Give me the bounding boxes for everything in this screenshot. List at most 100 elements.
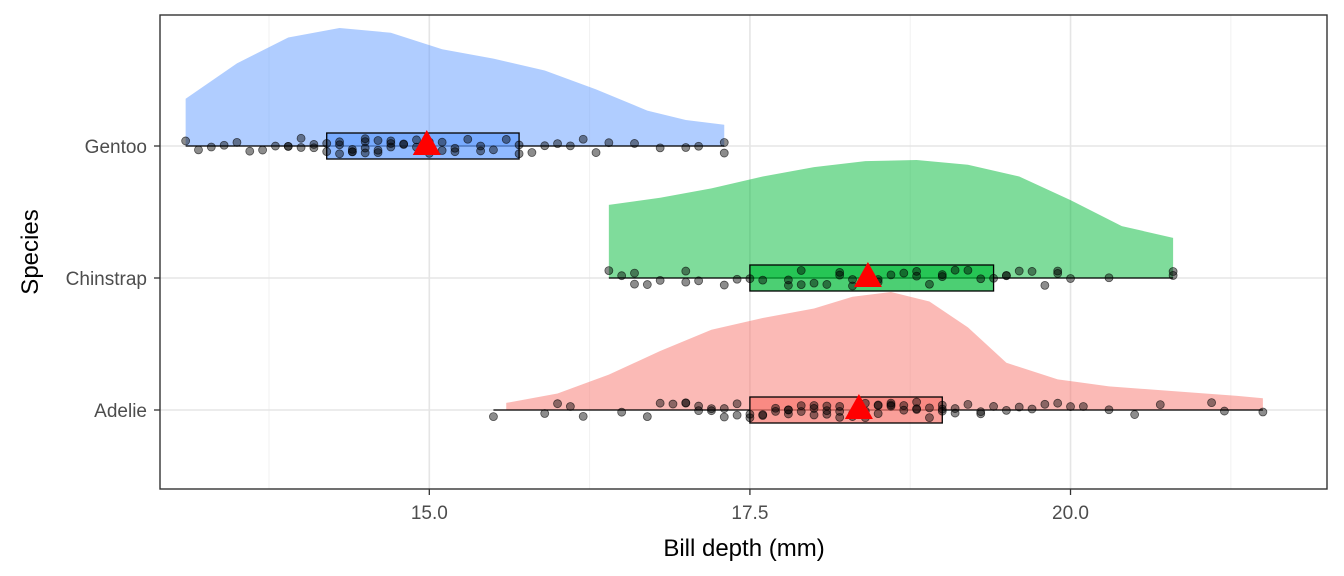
data-point xyxy=(591,148,601,157)
series-chinstrap xyxy=(604,160,1178,292)
data-point xyxy=(886,270,896,280)
data-point xyxy=(707,404,716,414)
data-point xyxy=(373,148,383,157)
data-point xyxy=(989,273,998,283)
data-point xyxy=(630,139,639,148)
data-point xyxy=(296,143,306,152)
panel-border xyxy=(159,14,1328,490)
data-point xyxy=(771,407,780,416)
data-point xyxy=(271,141,280,151)
data-point xyxy=(912,271,922,281)
data-point xyxy=(976,407,986,417)
data-point xyxy=(912,397,922,407)
data-point xyxy=(745,274,755,284)
data-point xyxy=(1066,402,1075,411)
data-point xyxy=(1040,280,1050,290)
data-point xyxy=(848,275,857,284)
mean-marker xyxy=(853,262,882,287)
data-point xyxy=(963,265,973,275)
x-axis-title: Bill depth (mm) xyxy=(663,535,824,562)
data-point xyxy=(758,411,768,420)
data-point xyxy=(809,404,819,413)
data-point xyxy=(181,136,191,146)
data-point xyxy=(604,266,614,276)
data-point xyxy=(412,135,421,145)
data-point xyxy=(783,409,793,419)
data-point xyxy=(925,279,934,289)
data-point xyxy=(873,409,883,418)
data-point xyxy=(540,141,550,151)
x-tick-label: 15.0 xyxy=(411,503,448,524)
data-point xyxy=(1207,398,1216,408)
data-point xyxy=(989,402,998,411)
data-point xyxy=(578,134,588,144)
series-adelie xyxy=(489,292,1268,424)
data-point xyxy=(335,137,344,147)
data-point xyxy=(527,148,537,157)
data-point xyxy=(719,148,729,158)
data-point xyxy=(553,139,562,149)
data-point xyxy=(886,398,896,408)
data-point xyxy=(386,136,396,146)
data-point xyxy=(463,134,473,144)
data-point xyxy=(1027,404,1037,414)
y-tick-label: Adelie xyxy=(94,401,147,422)
data-point xyxy=(745,409,755,419)
data-point xyxy=(937,404,947,414)
data-point xyxy=(707,406,716,416)
data-point xyxy=(489,412,498,421)
y-axis-title: Species xyxy=(17,209,44,294)
data-point xyxy=(194,145,203,155)
data-point xyxy=(283,141,293,151)
data-point xyxy=(1104,405,1114,415)
data-point xyxy=(681,277,691,287)
data-point xyxy=(476,141,486,151)
data-point xyxy=(1014,402,1024,412)
data-point xyxy=(835,406,845,416)
data-point xyxy=(976,274,986,284)
data-point xyxy=(206,142,216,152)
data-point xyxy=(771,403,780,413)
data-point xyxy=(1220,406,1229,416)
data-point xyxy=(245,146,255,156)
data-point xyxy=(655,275,665,285)
data-point xyxy=(565,141,575,151)
data-point xyxy=(925,413,934,423)
data-point xyxy=(630,279,639,289)
data-point xyxy=(347,144,357,154)
data-point xyxy=(719,412,729,422)
data-point xyxy=(322,139,332,148)
data-point xyxy=(360,148,370,158)
data-point xyxy=(450,147,460,157)
density-cloud xyxy=(608,160,1174,278)
data-point xyxy=(835,401,845,411)
data-point xyxy=(399,140,409,149)
data-point xyxy=(912,267,922,276)
data-point xyxy=(937,270,947,279)
data-point xyxy=(950,404,960,413)
data-point xyxy=(553,399,562,409)
data-point xyxy=(437,137,447,147)
data-point xyxy=(630,268,639,278)
data-point xyxy=(335,140,344,150)
data-point xyxy=(642,280,652,289)
data-point xyxy=(925,403,934,413)
data-point xyxy=(937,406,947,416)
data-point xyxy=(604,138,614,148)
data-point xyxy=(732,410,742,420)
data-point xyxy=(1001,271,1011,280)
data-point xyxy=(360,137,370,147)
data-point xyxy=(617,271,627,281)
plot-marks xyxy=(181,28,1268,424)
data-point xyxy=(386,139,396,148)
y-tick-label: Gentoo xyxy=(85,137,147,158)
y-tick-label: Chinstrap xyxy=(66,269,147,290)
x-tick-label: 20.0 xyxy=(1052,503,1089,524)
data-point xyxy=(347,147,357,157)
data-point xyxy=(655,143,665,153)
data-point xyxy=(668,399,678,409)
data-point xyxy=(1040,399,1050,409)
data-point xyxy=(950,408,960,418)
data-point xyxy=(373,136,383,145)
